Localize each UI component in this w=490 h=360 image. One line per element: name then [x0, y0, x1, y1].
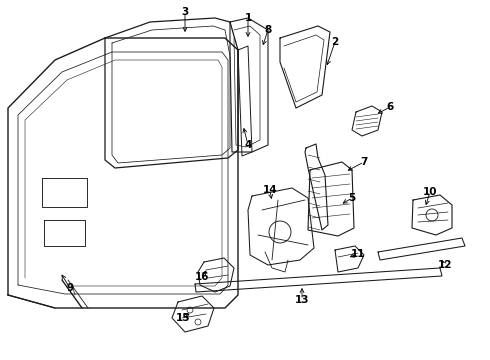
Text: 13: 13 [295, 295, 309, 305]
Text: 10: 10 [423, 187, 437, 197]
Text: 3: 3 [181, 7, 189, 17]
Text: 1: 1 [245, 13, 252, 23]
Text: 14: 14 [263, 185, 277, 195]
Text: 12: 12 [438, 260, 452, 270]
Text: 15: 15 [176, 313, 190, 323]
Text: 8: 8 [265, 25, 271, 35]
Text: 5: 5 [348, 193, 356, 203]
Text: 2: 2 [331, 37, 339, 47]
Text: 16: 16 [195, 272, 209, 282]
Text: 4: 4 [245, 140, 252, 150]
Text: 6: 6 [387, 102, 393, 112]
Text: 9: 9 [67, 283, 74, 293]
Text: 7: 7 [360, 157, 368, 167]
Text: 11: 11 [351, 249, 365, 259]
